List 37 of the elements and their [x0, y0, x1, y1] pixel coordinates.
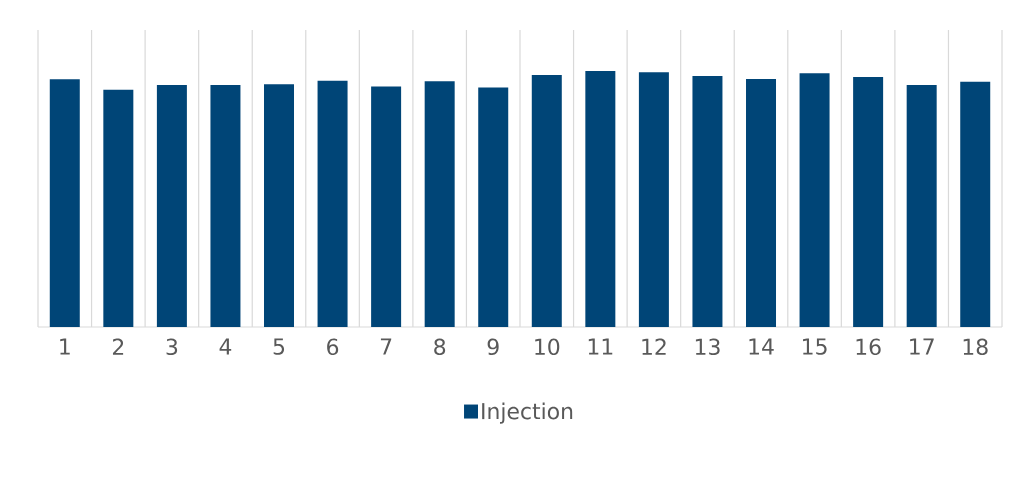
x-tick-label: 12	[642, 338, 666, 355]
x-tick-label: 14	[749, 338, 774, 355]
x-tick-label: 10	[535, 338, 560, 356]
bar	[906, 85, 937, 327]
bar	[638, 72, 669, 327]
x-tick-label: 5	[273, 338, 285, 355]
bar	[210, 85, 241, 327]
bar	[103, 89, 134, 327]
x-tick-label: 17	[910, 338, 934, 355]
x-tick-label: 2	[112, 338, 124, 355]
bar	[317, 80, 348, 327]
legend-label: Injection	[482, 402, 573, 424]
bar	[853, 76, 884, 327]
bar	[692, 76, 723, 327]
bar	[531, 75, 562, 327]
bar	[585, 71, 616, 327]
bar	[424, 81, 455, 327]
bar	[156, 85, 187, 327]
x-tick-label: 9	[487, 338, 499, 356]
x-tick-label: 13	[695, 338, 720, 356]
bar	[960, 81, 991, 327]
bar	[746, 78, 777, 327]
x-tick-label: 1	[60, 338, 70, 355]
x-tick-label: 4	[219, 338, 232, 355]
bar	[264, 84, 294, 327]
x-tick-label: 3	[166, 338, 178, 356]
bar	[478, 87, 509, 327]
x-tick-label: 18	[963, 338, 988, 356]
bar	[799, 73, 830, 327]
x-tick-label: 7	[380, 338, 392, 355]
x-tick-label: 6	[327, 338, 339, 356]
bar	[371, 86, 402, 327]
x-tick-label: 11	[588, 338, 613, 355]
x-tick-label: 15	[803, 338, 827, 355]
x-tick-label: 16	[856, 338, 881, 356]
x-tick-label: 8	[434, 338, 446, 356]
bar	[49, 79, 80, 327]
